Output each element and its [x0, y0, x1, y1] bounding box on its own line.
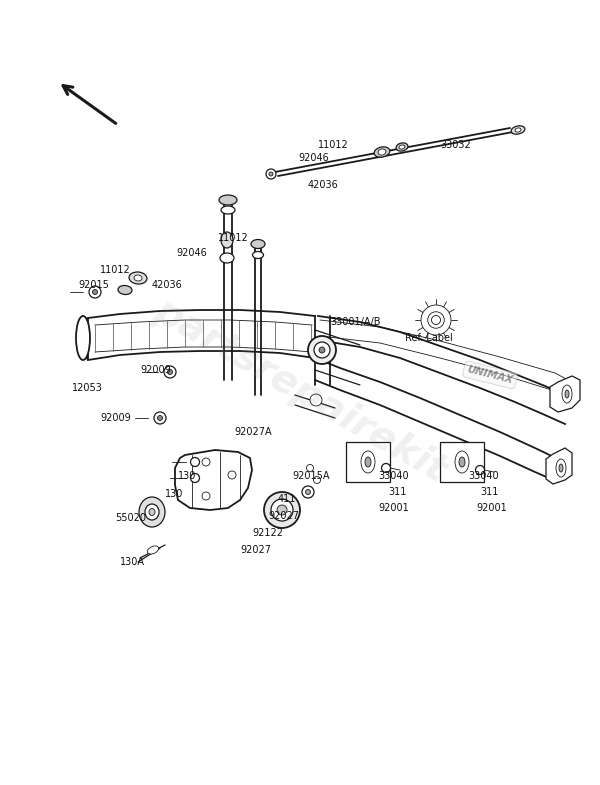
Ellipse shape	[396, 143, 408, 151]
Text: 130: 130	[178, 471, 196, 481]
Ellipse shape	[308, 336, 336, 364]
Text: Ref. Label: Ref. Label	[405, 333, 453, 343]
Text: 11012: 11012	[218, 233, 249, 243]
Text: 92027A: 92027A	[234, 427, 272, 437]
Text: partsrepairekit: partsrepairekit	[147, 290, 453, 489]
Text: 92009: 92009	[100, 413, 131, 423]
Ellipse shape	[221, 232, 233, 248]
Ellipse shape	[365, 457, 371, 467]
Ellipse shape	[251, 239, 265, 249]
Text: 55020: 55020	[115, 513, 146, 523]
Ellipse shape	[89, 286, 101, 298]
Ellipse shape	[314, 342, 330, 358]
Ellipse shape	[565, 390, 569, 398]
Ellipse shape	[277, 505, 287, 515]
Ellipse shape	[562, 385, 572, 403]
Ellipse shape	[76, 316, 90, 360]
Ellipse shape	[455, 451, 469, 473]
Ellipse shape	[264, 492, 300, 528]
Ellipse shape	[129, 272, 147, 284]
Text: 411: 411	[278, 494, 296, 504]
Text: UNIMAX: UNIMAX	[466, 364, 514, 385]
Text: 92015A: 92015A	[292, 471, 329, 481]
Text: 11012: 11012	[318, 140, 349, 150]
Text: 311: 311	[480, 487, 499, 497]
Ellipse shape	[511, 126, 525, 134]
Text: 92027: 92027	[268, 511, 299, 521]
Text: 92027: 92027	[240, 545, 271, 555]
Ellipse shape	[164, 366, 176, 378]
Polygon shape	[440, 442, 484, 482]
Ellipse shape	[157, 415, 163, 421]
Ellipse shape	[220, 253, 234, 263]
Ellipse shape	[307, 465, 314, 472]
Text: 33040: 33040	[378, 471, 409, 481]
Text: 42036: 42036	[152, 280, 183, 290]
Ellipse shape	[314, 476, 320, 484]
Ellipse shape	[266, 169, 276, 179]
Ellipse shape	[361, 451, 375, 473]
Ellipse shape	[145, 504, 159, 520]
Polygon shape	[175, 450, 252, 510]
Ellipse shape	[228, 471, 236, 479]
Text: 130: 130	[165, 489, 184, 499]
Text: 92015: 92015	[78, 280, 109, 290]
Ellipse shape	[305, 490, 311, 495]
Text: 92001: 92001	[476, 503, 507, 513]
Ellipse shape	[219, 195, 237, 205]
Polygon shape	[550, 376, 580, 412]
Ellipse shape	[139, 497, 165, 527]
Ellipse shape	[154, 412, 166, 424]
Ellipse shape	[319, 347, 325, 353]
Ellipse shape	[428, 312, 444, 328]
Ellipse shape	[421, 305, 451, 335]
Ellipse shape	[92, 290, 97, 294]
Ellipse shape	[476, 466, 485, 474]
Ellipse shape	[134, 275, 142, 281]
Ellipse shape	[302, 486, 314, 498]
Ellipse shape	[559, 464, 563, 472]
Ellipse shape	[167, 370, 173, 374]
Ellipse shape	[191, 473, 199, 483]
Ellipse shape	[431, 316, 440, 324]
Ellipse shape	[202, 458, 210, 466]
Ellipse shape	[399, 145, 405, 149]
Text: 92046: 92046	[176, 248, 207, 258]
Ellipse shape	[374, 147, 390, 157]
Polygon shape	[80, 318, 88, 360]
Ellipse shape	[118, 286, 132, 294]
Text: 92046: 92046	[298, 153, 329, 163]
Ellipse shape	[221, 206, 235, 214]
Polygon shape	[546, 448, 572, 484]
Text: 12053: 12053	[72, 383, 103, 393]
Text: 33032: 33032	[440, 140, 471, 150]
Ellipse shape	[378, 149, 386, 155]
Text: 92009: 92009	[140, 365, 171, 375]
Text: 130A: 130A	[120, 557, 145, 567]
Ellipse shape	[310, 394, 322, 406]
Ellipse shape	[191, 458, 199, 466]
Text: 92001: 92001	[378, 503, 409, 513]
Text: 33040: 33040	[468, 471, 499, 481]
Text: 92122: 92122	[252, 528, 283, 538]
Ellipse shape	[556, 459, 566, 477]
Text: 33001/A/B: 33001/A/B	[330, 317, 380, 327]
Ellipse shape	[149, 509, 155, 516]
Ellipse shape	[515, 128, 521, 132]
Ellipse shape	[148, 546, 158, 554]
Ellipse shape	[459, 457, 465, 467]
Ellipse shape	[382, 463, 391, 473]
Ellipse shape	[202, 492, 210, 500]
Polygon shape	[346, 442, 390, 482]
Text: 11012: 11012	[100, 265, 131, 275]
Text: 42036: 42036	[308, 180, 339, 190]
Ellipse shape	[253, 251, 263, 258]
Ellipse shape	[269, 172, 273, 176]
Text: 311: 311	[388, 487, 406, 497]
Ellipse shape	[271, 499, 293, 521]
